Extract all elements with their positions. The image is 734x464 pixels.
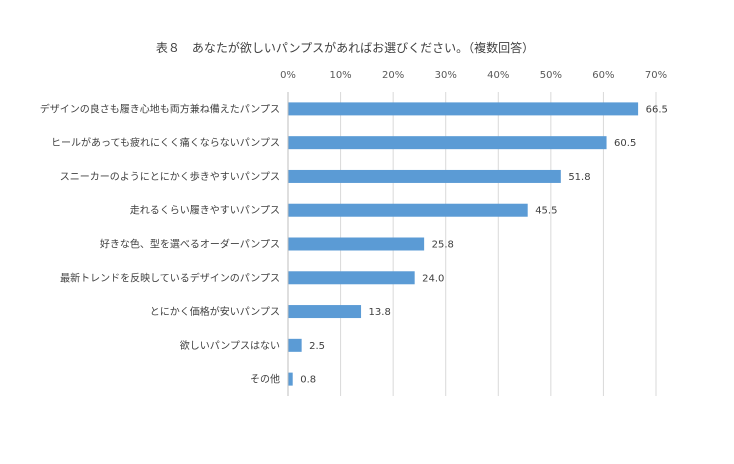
category-label: スニーカーのようにとにかく歩きやすいパンプス xyxy=(60,170,280,183)
category-label: その他 xyxy=(250,373,280,386)
value-labels: 66.5 60.5 51.8 45.5 25.8 24.0 13.8 2.5 0.8 xyxy=(300,104,668,385)
x-tick-label: 10% xyxy=(329,70,351,81)
data-label: 24.0 xyxy=(422,273,444,284)
x-tick-label: 30% xyxy=(435,70,457,81)
data-label: 66.5 xyxy=(646,104,668,115)
category-label: とにかく価格が安いパンプス xyxy=(150,305,280,318)
bar xyxy=(288,372,293,386)
data-label: 25.8 xyxy=(432,240,454,251)
bar xyxy=(288,169,561,183)
data-label: 0.8 xyxy=(300,375,316,386)
bar xyxy=(288,102,639,116)
data-label: 51.8 xyxy=(568,172,590,183)
data-label: 45.5 xyxy=(535,206,557,217)
bar xyxy=(288,136,607,150)
data-label: 13.8 xyxy=(369,307,391,318)
bar xyxy=(288,305,362,319)
bar xyxy=(288,271,415,285)
bar xyxy=(288,237,425,251)
x-tick-label: 20% xyxy=(382,70,404,81)
category-labels: デザインの良さも履き心地も両方兼ね備えたパンプスヒールがあっても疲れにくく痛くな… xyxy=(40,102,280,385)
x-tick-label: 50% xyxy=(540,70,562,81)
bar xyxy=(288,203,528,217)
bar xyxy=(288,338,302,352)
bars xyxy=(288,102,639,386)
x-tick-label: 60% xyxy=(592,70,614,81)
category-label: デザインの良さも履き心地も両方兼ね備えたパンプス xyxy=(40,102,280,115)
x-tick-label: 0% xyxy=(280,70,296,81)
x-tick-label: 70% xyxy=(645,70,667,81)
category-label: 好きな色、型を選べるオーダーパンプス xyxy=(100,238,280,251)
x-axis-ticks: 0% 10% 20% 30% 40% 50% 60% 70% xyxy=(280,70,667,81)
category-label: 欲しいパンプスはない xyxy=(180,339,280,352)
category-label: 走れるくらい履きやすいパンプス xyxy=(130,205,280,217)
category-label: 最新トレンドを反映しているデザインのパンプス xyxy=(60,271,280,284)
data-label: 60.5 xyxy=(614,138,636,149)
data-label: 2.5 xyxy=(309,341,325,352)
category-label: ヒールがあっても疲れにくく痛くならないパンプス xyxy=(51,136,280,149)
x-tick-label: 40% xyxy=(487,70,509,81)
chart-title: 表８ あなたが欲しいパンプスがあればお選びください。（複数回答） xyxy=(156,40,534,55)
